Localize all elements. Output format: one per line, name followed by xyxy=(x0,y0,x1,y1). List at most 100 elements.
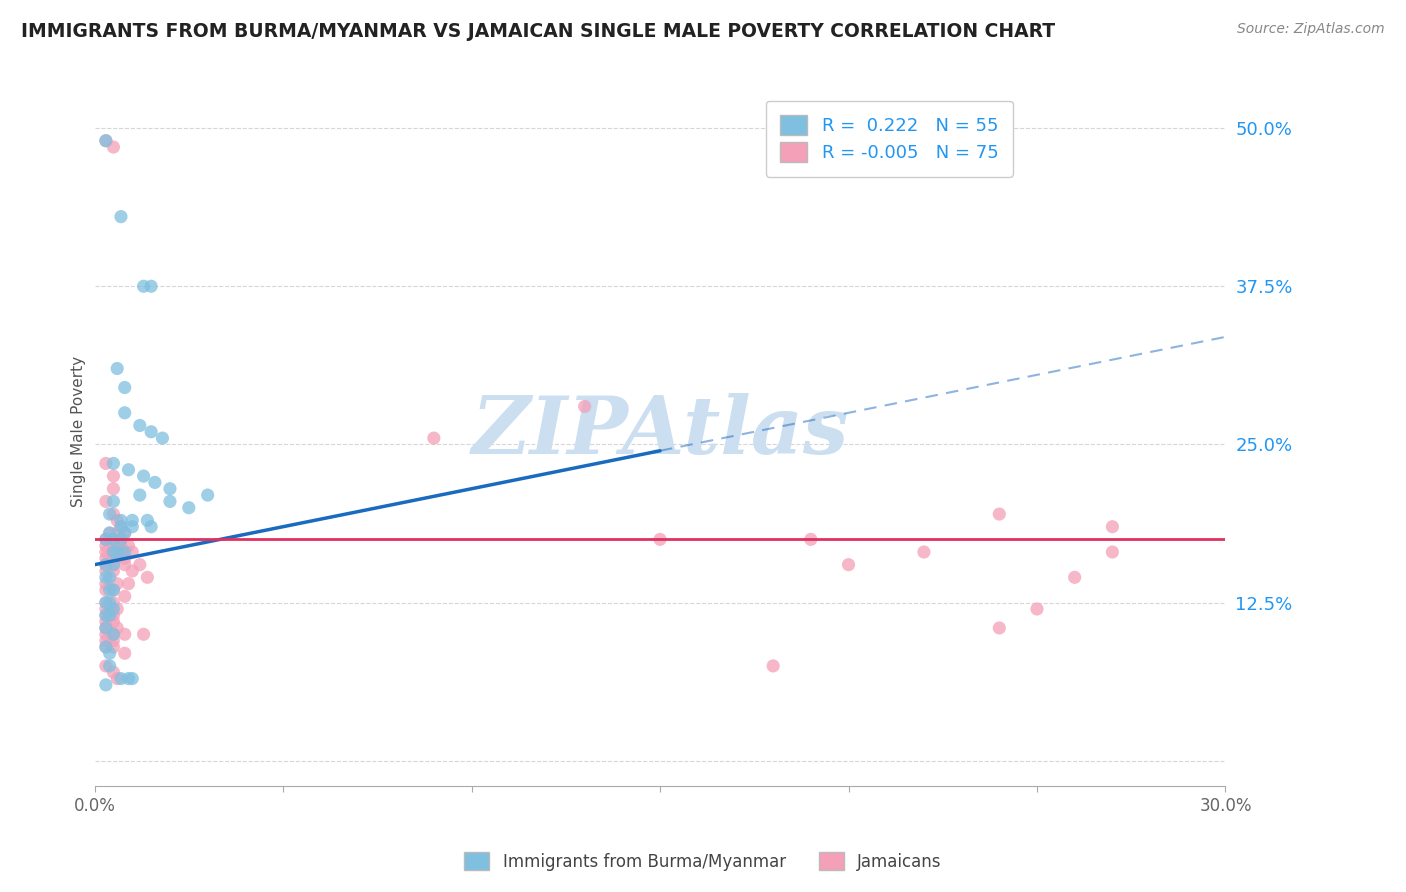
Point xyxy=(94,602,117,616)
Point xyxy=(103,533,125,547)
Point xyxy=(98,526,121,541)
Point xyxy=(94,582,117,597)
Point xyxy=(94,608,117,623)
Legend: Immigrants from Burma/Myanmar, Jamaicans: Immigrants from Burma/Myanmar, Jamaicans xyxy=(456,844,950,880)
Point xyxy=(121,545,143,559)
Point xyxy=(105,513,128,527)
Point xyxy=(143,475,166,490)
Point xyxy=(103,539,125,553)
Point xyxy=(110,533,132,547)
Point xyxy=(105,545,128,559)
Point xyxy=(114,406,136,420)
Point xyxy=(132,469,155,483)
Point xyxy=(103,558,125,572)
Point xyxy=(139,519,162,533)
Point xyxy=(1101,545,1123,559)
Point xyxy=(114,380,136,394)
Point xyxy=(98,646,121,660)
Point xyxy=(988,621,1011,635)
Point xyxy=(94,659,117,673)
Point xyxy=(132,279,155,293)
Point xyxy=(94,608,117,623)
Point xyxy=(136,513,159,527)
Point xyxy=(94,570,117,584)
Point xyxy=(103,582,125,597)
Point xyxy=(912,545,935,559)
Point xyxy=(98,608,121,623)
Point xyxy=(94,621,117,635)
Point xyxy=(110,672,132,686)
Point xyxy=(121,513,143,527)
Point xyxy=(648,533,671,547)
Point xyxy=(98,526,121,541)
Point xyxy=(128,558,150,572)
Point xyxy=(103,469,125,483)
Point xyxy=(121,519,143,533)
Point xyxy=(103,140,125,154)
Point xyxy=(121,672,143,686)
Point xyxy=(110,210,132,224)
Point xyxy=(121,564,143,578)
Point xyxy=(110,519,132,533)
Point xyxy=(98,659,121,673)
Point xyxy=(94,621,117,635)
Point xyxy=(988,507,1011,521)
Point xyxy=(94,640,117,654)
Point xyxy=(94,134,117,148)
Point xyxy=(103,564,125,578)
Point xyxy=(110,539,132,553)
Point xyxy=(114,558,136,572)
Point xyxy=(103,627,125,641)
Point xyxy=(114,627,136,641)
Point xyxy=(103,596,125,610)
Point xyxy=(94,494,117,508)
Point xyxy=(114,526,136,541)
Point xyxy=(800,533,823,547)
Point xyxy=(105,526,128,541)
Point xyxy=(136,570,159,584)
Point xyxy=(117,463,139,477)
Point xyxy=(117,672,139,686)
Point xyxy=(94,134,117,148)
Text: ZIPAtlas: ZIPAtlas xyxy=(471,393,849,471)
Point xyxy=(152,431,174,445)
Point xyxy=(103,551,125,566)
Point xyxy=(105,602,128,616)
Point xyxy=(128,418,150,433)
Point xyxy=(105,576,128,591)
Point xyxy=(94,558,117,572)
Point xyxy=(197,488,219,502)
Point xyxy=(128,488,150,502)
Point xyxy=(94,457,117,471)
Text: IMMIGRANTS FROM BURMA/MYANMAR VS JAMAICAN SINGLE MALE POVERTY CORRELATION CHART: IMMIGRANTS FROM BURMA/MYANMAR VS JAMAICA… xyxy=(21,22,1056,41)
Point xyxy=(94,533,117,547)
Point xyxy=(114,646,136,660)
Point xyxy=(94,558,117,572)
Point xyxy=(94,545,117,559)
Point xyxy=(139,425,162,439)
Point xyxy=(105,361,128,376)
Point xyxy=(103,608,125,623)
Point xyxy=(103,558,125,572)
Point xyxy=(177,500,200,515)
Point xyxy=(110,513,132,527)
Point xyxy=(103,533,125,547)
Point xyxy=(103,507,125,521)
Point xyxy=(105,672,128,686)
Point xyxy=(94,633,117,648)
Point xyxy=(114,551,136,566)
Point xyxy=(837,558,859,572)
Point xyxy=(94,576,117,591)
Point xyxy=(105,621,128,635)
Point xyxy=(94,640,117,654)
Point xyxy=(110,519,132,533)
Point xyxy=(98,582,121,597)
Point xyxy=(103,582,125,597)
Point xyxy=(94,551,117,566)
Point xyxy=(1063,570,1085,584)
Point xyxy=(159,482,181,496)
Point xyxy=(103,665,125,680)
Point xyxy=(423,431,446,445)
Point xyxy=(94,615,117,629)
Point xyxy=(103,602,125,616)
